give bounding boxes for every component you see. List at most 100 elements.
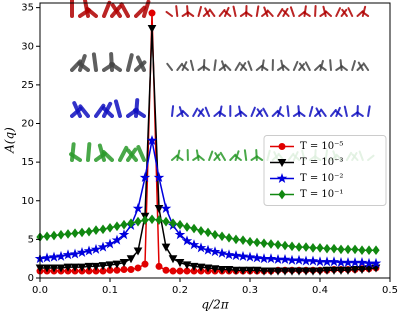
marker <box>70 263 80 272</box>
y-tick-label: 30 <box>21 41 34 52</box>
marker <box>77 263 87 272</box>
spin-arrow <box>362 62 370 71</box>
y-tick-label: 15 <box>21 157 34 168</box>
marker <box>146 134 158 145</box>
marker <box>63 263 73 272</box>
spin-arrow <box>361 11 370 17</box>
marker <box>210 265 220 274</box>
legend-label: T = 10⁻² <box>300 173 343 184</box>
spin-arrow <box>329 59 332 71</box>
marker <box>176 267 184 275</box>
marker <box>111 234 123 245</box>
spin-arrow <box>308 105 314 117</box>
marker <box>245 266 255 275</box>
spin-arrow <box>292 60 299 71</box>
marker <box>239 235 247 245</box>
spin-arrow <box>282 64 290 71</box>
marker <box>357 266 367 275</box>
spin-arrow <box>134 5 147 18</box>
legend-marker <box>278 189 286 200</box>
marker <box>64 229 72 239</box>
marker <box>286 254 298 265</box>
marker <box>322 266 332 275</box>
marker <box>281 240 289 251</box>
legend-marker <box>277 159 287 168</box>
spin-arrow <box>243 149 248 161</box>
marker <box>41 252 53 263</box>
y-tick-label: 0 <box>28 273 34 284</box>
spin-arrow <box>208 8 216 17</box>
marker <box>216 247 228 258</box>
marker <box>190 223 198 234</box>
marker <box>148 9 156 17</box>
marker <box>127 218 135 228</box>
spin-arrow <box>343 105 348 117</box>
spin-arrow <box>335 110 343 117</box>
spin-arrow <box>197 5 203 17</box>
spin-arrow <box>256 108 264 117</box>
marker <box>148 214 156 225</box>
marker <box>295 242 303 252</box>
marker <box>120 219 128 230</box>
marker <box>238 266 248 275</box>
marker <box>293 254 305 265</box>
spin-arrow <box>304 61 311 71</box>
marker <box>280 267 290 276</box>
spin-arrow <box>101 150 114 162</box>
marker <box>169 218 177 228</box>
plot <box>34 9 382 276</box>
marker <box>98 262 108 271</box>
spin-arrow <box>118 145 129 162</box>
spin-arrow <box>367 105 371 117</box>
spin-arrow <box>314 110 322 117</box>
spin-arrow <box>78 54 87 72</box>
marker <box>365 245 373 256</box>
marker <box>83 245 95 256</box>
marker <box>329 266 339 275</box>
legend-label: T = 10⁻⁵ <box>300 141 343 152</box>
marker <box>223 249 235 260</box>
spin-arrow <box>341 8 348 17</box>
marker <box>307 255 319 266</box>
marker <box>302 242 310 252</box>
marker <box>50 230 58 241</box>
marker <box>294 267 304 276</box>
marker <box>279 253 291 264</box>
marker <box>84 262 94 271</box>
marker <box>328 256 340 267</box>
spin-arrow <box>319 65 327 71</box>
marker <box>231 266 241 275</box>
marker <box>309 243 317 253</box>
spin-arrow <box>223 10 232 17</box>
spin-arrow <box>192 107 199 117</box>
marker <box>343 266 353 275</box>
marker <box>217 266 227 275</box>
spin-arrow <box>244 11 253 17</box>
spin-arrow <box>175 5 179 17</box>
spin-arrow <box>110 3 122 18</box>
spin-arrow <box>289 6 295 17</box>
spin-arrow <box>176 149 181 161</box>
marker <box>155 215 163 225</box>
marker <box>351 244 359 255</box>
marker <box>301 267 311 276</box>
spin-arrow <box>142 0 151 18</box>
spin-arrow <box>218 105 223 117</box>
spin-arrow <box>239 110 248 117</box>
marker <box>126 255 136 264</box>
spin-arrow <box>250 106 256 117</box>
spin-arrow <box>136 145 146 162</box>
marker <box>209 246 221 257</box>
marker <box>99 224 107 235</box>
marker <box>330 243 338 254</box>
spin-arrow <box>69 152 82 162</box>
marker <box>113 221 121 232</box>
spin-arrow <box>356 63 364 71</box>
marker <box>316 243 324 253</box>
spin-arrow <box>357 61 364 71</box>
spin-arrow <box>361 5 367 17</box>
marker <box>202 244 214 255</box>
spin-arrow <box>234 61 241 71</box>
marker <box>162 216 170 227</box>
marker <box>287 267 297 276</box>
